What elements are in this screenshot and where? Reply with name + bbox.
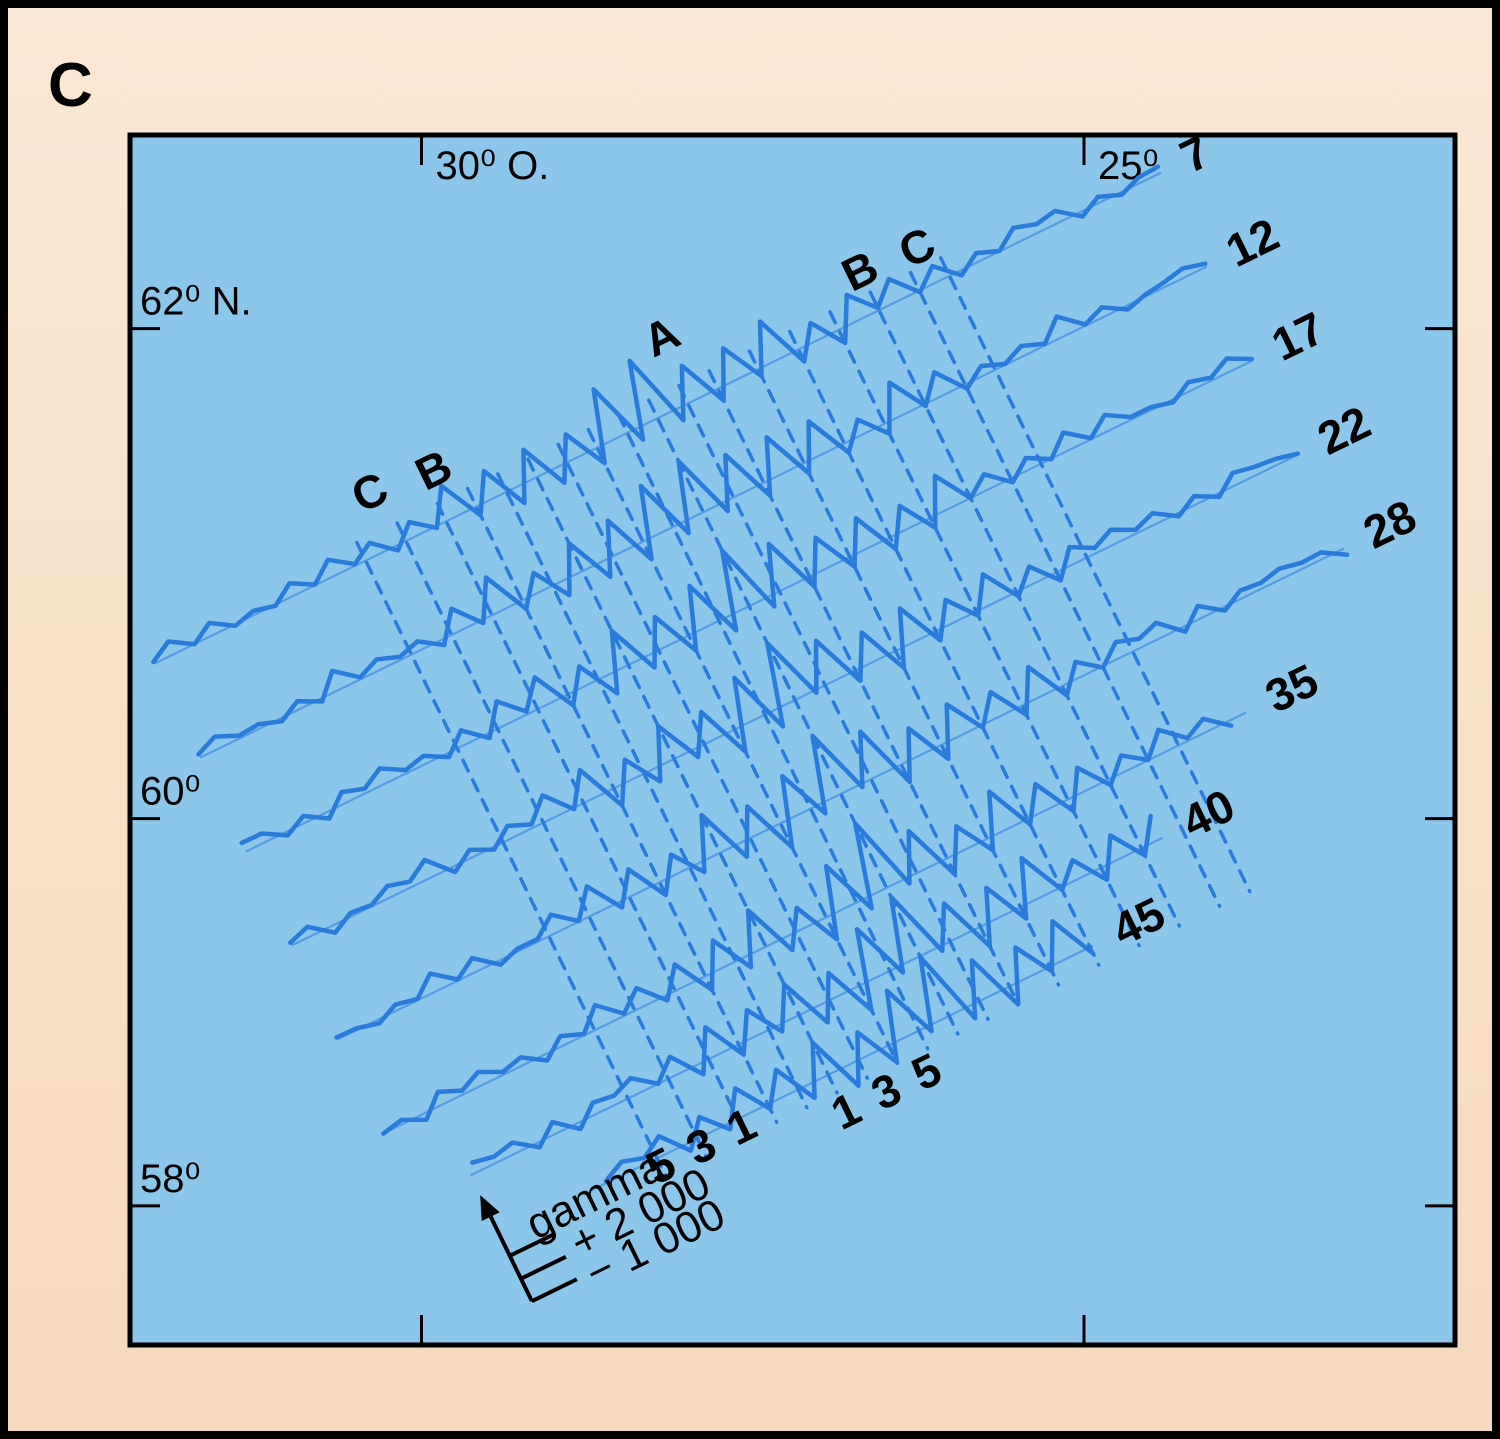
magnetic-profile-diagram: 62⁰ N.60⁰58⁰30⁰ O.25⁰712172228354045CBAB… (0, 0, 1500, 1439)
svg-text:58⁰: 58⁰ (140, 1157, 201, 1201)
figure-canvas: C 62⁰ N.60⁰58⁰30⁰ O.25⁰712172228354045CB… (0, 0, 1500, 1439)
svg-text:25⁰: 25⁰ (1098, 144, 1159, 188)
svg-text:62⁰ N.: 62⁰ N. (140, 280, 252, 324)
svg-text:30⁰ O.: 30⁰ O. (436, 144, 550, 188)
svg-text:60⁰: 60⁰ (140, 770, 201, 814)
